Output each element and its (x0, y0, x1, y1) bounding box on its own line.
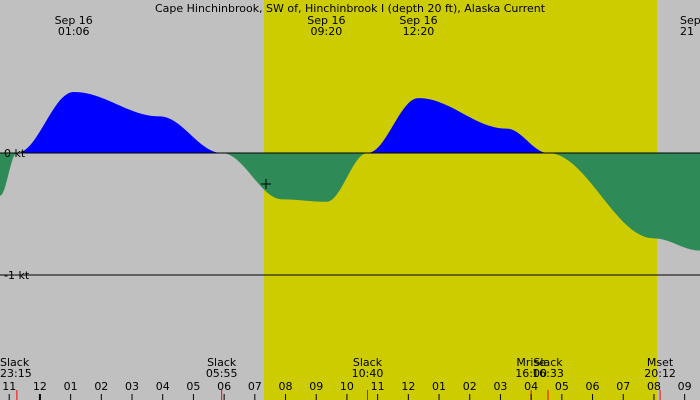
event-name-label: Slack (533, 356, 563, 369)
event-time-label: 16:33 (532, 367, 564, 380)
x-tick-label: 07 (248, 380, 262, 393)
x-tick-label: 09 (309, 380, 323, 393)
event-time-label: 10:40 (352, 367, 384, 380)
x-tick-label: 08 (279, 380, 293, 393)
event-time-label: 20:12 (644, 367, 676, 380)
y-gridlines: 0 kt -1 kt (0, 147, 700, 282)
x-tick-label: 11 (371, 380, 385, 393)
peak-date-label: Sep (680, 14, 700, 27)
event-name-label: Slack (353, 356, 383, 369)
peak-time-label: 12:20 (403, 25, 435, 38)
ebb-area-4 (548, 153, 700, 251)
cursor-crosshair (261, 179, 271, 189)
x-tick-label: 04 (156, 380, 170, 393)
x-tick-label: 03 (125, 380, 139, 393)
x-tick-label: 05 (186, 380, 200, 393)
peak-time-label: 01:06 (58, 25, 90, 38)
x-tick-label: 03 (493, 380, 507, 393)
x-tick-label: 06 (586, 380, 600, 393)
x-tick-label: 01 (64, 380, 78, 393)
peak-date-label: Sep 16 (307, 14, 345, 27)
flood-area-3 (367, 98, 549, 153)
ebb-area-0 (0, 153, 17, 196)
peak-date-label: Sep 16 (55, 14, 93, 27)
peak-date-label: Sep 16 (399, 14, 437, 27)
event-name-label: Slack (207, 356, 237, 369)
event-time-label: 16:00 (515, 367, 547, 380)
event-name-label: Mrise (516, 356, 546, 369)
x-tick-label: 01 (432, 380, 446, 393)
x-tick-label: 11 (2, 380, 16, 393)
peak-time-label: 09:20 (311, 25, 343, 38)
x-tick-label: 02 (94, 380, 108, 393)
flood-area-1 (16, 92, 222, 153)
x-tick-label: 10 (340, 380, 354, 393)
chart-title: Cape Hinchinbrook, SW of, Hinchinbrook I… (155, 2, 546, 15)
event-labels: Slack23:15Slack05:55Slack10:40Mrise16:00… (0, 356, 676, 400)
event-name-label: Slack (0, 356, 30, 369)
event-name-label: Mset (647, 356, 674, 369)
current-area-layer (0, 92, 700, 251)
event-time-label: 23:15 (0, 367, 32, 380)
peak-time-label: 21 (680, 25, 694, 38)
x-tick-label: 06 (217, 380, 231, 393)
event-time-label: 05:55 (206, 367, 238, 380)
x-tick-label: 08 (647, 380, 661, 393)
y-tick-label: -1 kt (4, 269, 30, 282)
x-tick-label: 04 (524, 380, 538, 393)
x-tick-label: 02 (463, 380, 477, 393)
x-tick-label: 09 (678, 380, 692, 393)
x-tick-label: 12 (401, 380, 415, 393)
x-tick-label: 12 (33, 380, 47, 393)
x-tick-label: 07 (616, 380, 630, 393)
ebb-area-2 (221, 153, 368, 202)
x-axis-ticks: 11 12 01 02 03 04 05 06 07 08 09 10 11 12 01 02 03 04 05 06… (2, 380, 692, 400)
x-tick-label: 05 (555, 380, 569, 393)
y-tick-label: 0 kt (4, 147, 26, 160)
